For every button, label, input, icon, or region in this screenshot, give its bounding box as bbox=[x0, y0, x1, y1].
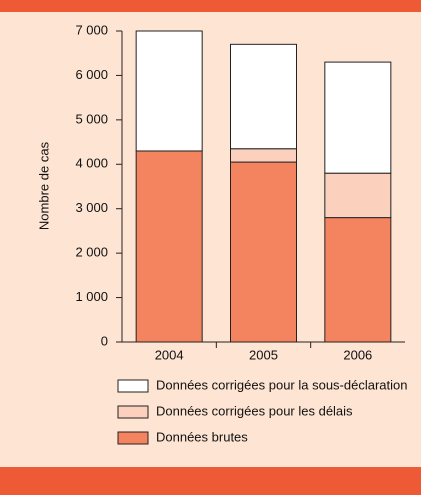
y-tick-label: 7 000 bbox=[75, 22, 108, 37]
legend-swatch bbox=[117, 379, 149, 393]
top-band bbox=[0, 0, 421, 12]
legend-label: Données brutes bbox=[156, 429, 248, 444]
bar-segment bbox=[135, 150, 203, 343]
x-tick-label: 2006 bbox=[343, 347, 372, 362]
y-tick-label: 3 000 bbox=[75, 200, 108, 215]
bottom-band bbox=[0, 467, 421, 495]
legend-label: Données corrigées pour les délais bbox=[156, 403, 353, 418]
y-tick-label: 0 bbox=[101, 333, 108, 348]
x-tick-label: 2004 bbox=[155, 347, 184, 362]
bar-segment bbox=[135, 30, 203, 152]
legend-label: Données corrigées pour la sous-déclarati… bbox=[156, 377, 407, 392]
y-tick-label: 1 000 bbox=[75, 289, 108, 304]
bar-segment bbox=[324, 217, 392, 343]
bar-segment bbox=[324, 172, 392, 219]
bar-segment bbox=[324, 61, 392, 174]
y-tick-label: 6 000 bbox=[75, 67, 108, 82]
bar-segment bbox=[230, 43, 297, 150]
y-axis-label: Nombre de cas bbox=[36, 141, 51, 230]
bar-segment bbox=[230, 148, 297, 163]
y-tick-label: 4 000 bbox=[75, 156, 108, 171]
x-tick-label: 2005 bbox=[249, 347, 278, 362]
y-tick-label: 2 000 bbox=[75, 245, 108, 260]
bar-segment bbox=[230, 161, 297, 343]
y-tick-label: 5 000 bbox=[75, 111, 108, 126]
legend-swatch bbox=[117, 405, 149, 419]
legend-swatch bbox=[117, 431, 149, 445]
